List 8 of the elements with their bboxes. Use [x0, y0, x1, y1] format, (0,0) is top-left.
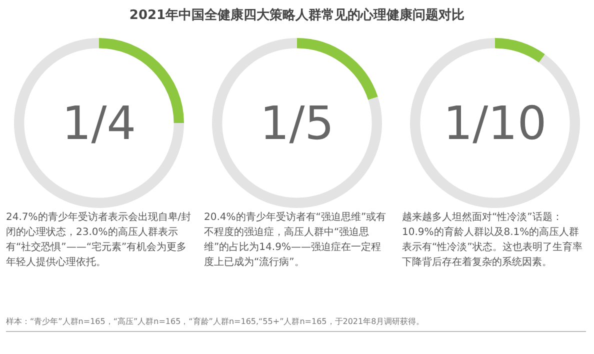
text: 1/10: [410, 38, 580, 208]
text: 越来越多人坦然面对“性冷淡”话题：10.9%的育龄人群以及8.1%的高压人群表示有“性冷淡”状态。这也表明了生育率下降背后存在着复杂的系统因素。: [402, 210, 584, 270]
text: 样本：“青少年”人群n=165，“高压”人群n=165，“育龄”人群n=165,“55+”人群n=165，于2021年8月调研获得。: [6, 316, 586, 332]
text: 1/4: [14, 38, 184, 208]
text: 20.4%的青少年受访者有“强迫思维”或有不程度的强迫症，高压人群中“强迫思维”的占比为14.9%——强迫症在一定程度上已成为“流行病”。: [204, 210, 388, 270]
text: 1/5: [212, 38, 382, 208]
text: 2021年中国全健康四大策略人群常见的心理健康问题对比: [128, 6, 466, 24]
text: 24.7%的青少年受访者表示会出现自卑/封闭的心理状态，23.0%的高压人群表示有“社交恐惧”——“宅元素”有机会为更多年轻人提供心理依托。: [6, 210, 192, 270]
